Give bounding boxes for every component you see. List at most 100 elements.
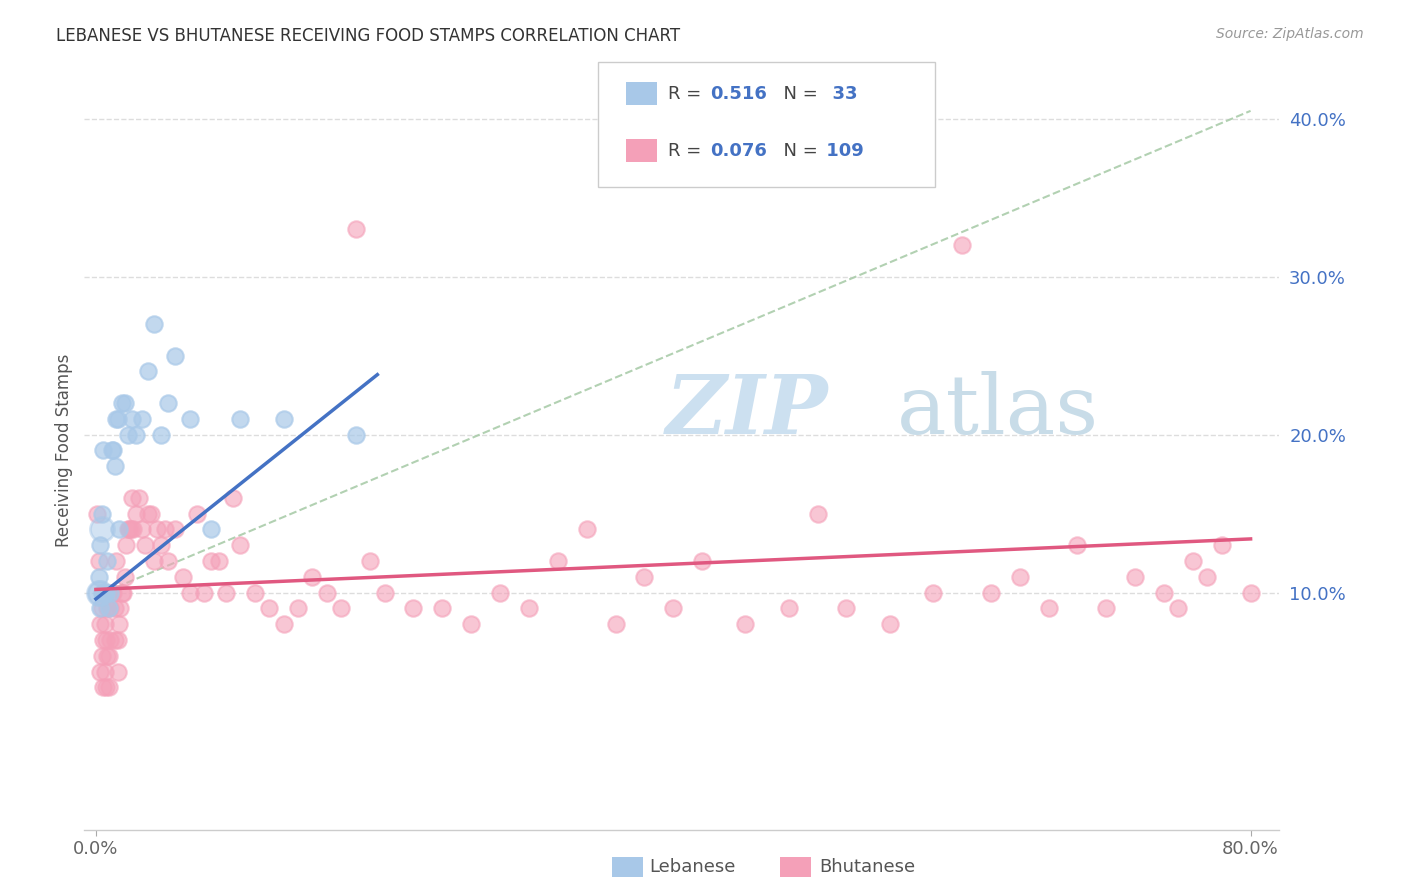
- Point: [193, 585, 215, 599]
- Point: [108, 523, 131, 537]
- Point: [93, 585, 115, 599]
- Point: [114, 570, 136, 584]
- Point: [165, 349, 187, 363]
- Point: [950, 238, 973, 252]
- Point: [547, 554, 569, 568]
- Point: [157, 554, 180, 568]
- Point: [90, 523, 112, 537]
- Point: [200, 554, 222, 568]
- Point: [207, 554, 229, 568]
- Point: [96, 601, 118, 615]
- Point: [605, 617, 627, 632]
- Point: [806, 507, 828, 521]
- Point: [125, 507, 148, 521]
- Point: [121, 412, 143, 426]
- Point: [111, 585, 134, 599]
- Point: [287, 601, 309, 615]
- Point: [117, 523, 139, 537]
- Point: [229, 412, 252, 426]
- Point: [215, 585, 238, 599]
- Point: [115, 538, 138, 552]
- Point: [97, 648, 120, 663]
- Point: [98, 601, 121, 615]
- Point: [374, 585, 396, 599]
- Text: 0.516: 0.516: [710, 85, 766, 103]
- Point: [94, 681, 117, 695]
- Text: N =: N =: [772, 85, 818, 103]
- Point: [222, 491, 245, 505]
- Point: [489, 585, 512, 599]
- Text: R =: R =: [668, 142, 707, 160]
- Point: [172, 570, 194, 584]
- Point: [142, 317, 165, 331]
- Point: [1066, 538, 1088, 552]
- Point: [104, 459, 127, 474]
- Point: [134, 538, 156, 552]
- Point: [94, 633, 117, 648]
- Point: [107, 633, 129, 648]
- Text: 33: 33: [820, 85, 858, 103]
- Point: [662, 601, 685, 615]
- Point: [301, 570, 323, 584]
- Point: [105, 554, 128, 568]
- Point: [1167, 601, 1189, 615]
- Point: [91, 681, 114, 695]
- Point: [91, 633, 114, 648]
- Point: [149, 538, 172, 552]
- Point: [273, 617, 295, 632]
- Point: [517, 601, 540, 615]
- Point: [98, 633, 121, 648]
- Point: [89, 601, 111, 615]
- Point: [98, 585, 121, 599]
- Point: [90, 648, 112, 663]
- Point: [91, 443, 114, 458]
- Point: [575, 523, 598, 537]
- Point: [1038, 601, 1060, 615]
- Point: [125, 427, 148, 442]
- Point: [121, 491, 143, 505]
- Point: [103, 585, 125, 599]
- Point: [89, 585, 111, 599]
- Point: [200, 523, 222, 537]
- Point: [90, 507, 112, 521]
- Point: [89, 538, 111, 552]
- Point: [1197, 570, 1219, 584]
- Point: [179, 585, 201, 599]
- Point: [97, 601, 120, 615]
- Point: [97, 681, 120, 695]
- Point: [142, 554, 165, 568]
- Point: [122, 523, 145, 537]
- Point: [402, 601, 425, 615]
- Point: [835, 601, 858, 615]
- Point: [980, 585, 1002, 599]
- Point: [359, 554, 381, 568]
- Point: [157, 396, 180, 410]
- Point: [86, 507, 108, 521]
- Point: [734, 617, 756, 632]
- Point: [344, 222, 367, 236]
- Point: [460, 617, 482, 632]
- Text: 0.076: 0.076: [710, 142, 766, 160]
- Point: [344, 427, 367, 442]
- Y-axis label: Receiving Food Stamps: Receiving Food Stamps: [55, 354, 73, 547]
- Point: [229, 538, 252, 552]
- Point: [165, 523, 187, 537]
- Text: R =: R =: [668, 85, 707, 103]
- Text: Bhutanese: Bhutanese: [820, 858, 915, 876]
- Point: [330, 601, 353, 615]
- Text: Lebanese: Lebanese: [650, 858, 735, 876]
- Point: [120, 523, 142, 537]
- Point: [243, 585, 266, 599]
- Point: [112, 585, 135, 599]
- Point: [90, 585, 112, 599]
- Point: [922, 585, 945, 599]
- Point: [107, 665, 129, 679]
- Point: [139, 507, 162, 521]
- Point: [778, 601, 800, 615]
- Point: [136, 364, 159, 378]
- Point: [315, 585, 337, 599]
- Point: [93, 617, 115, 632]
- Point: [118, 523, 141, 537]
- Point: [94, 585, 117, 599]
- Point: [108, 617, 131, 632]
